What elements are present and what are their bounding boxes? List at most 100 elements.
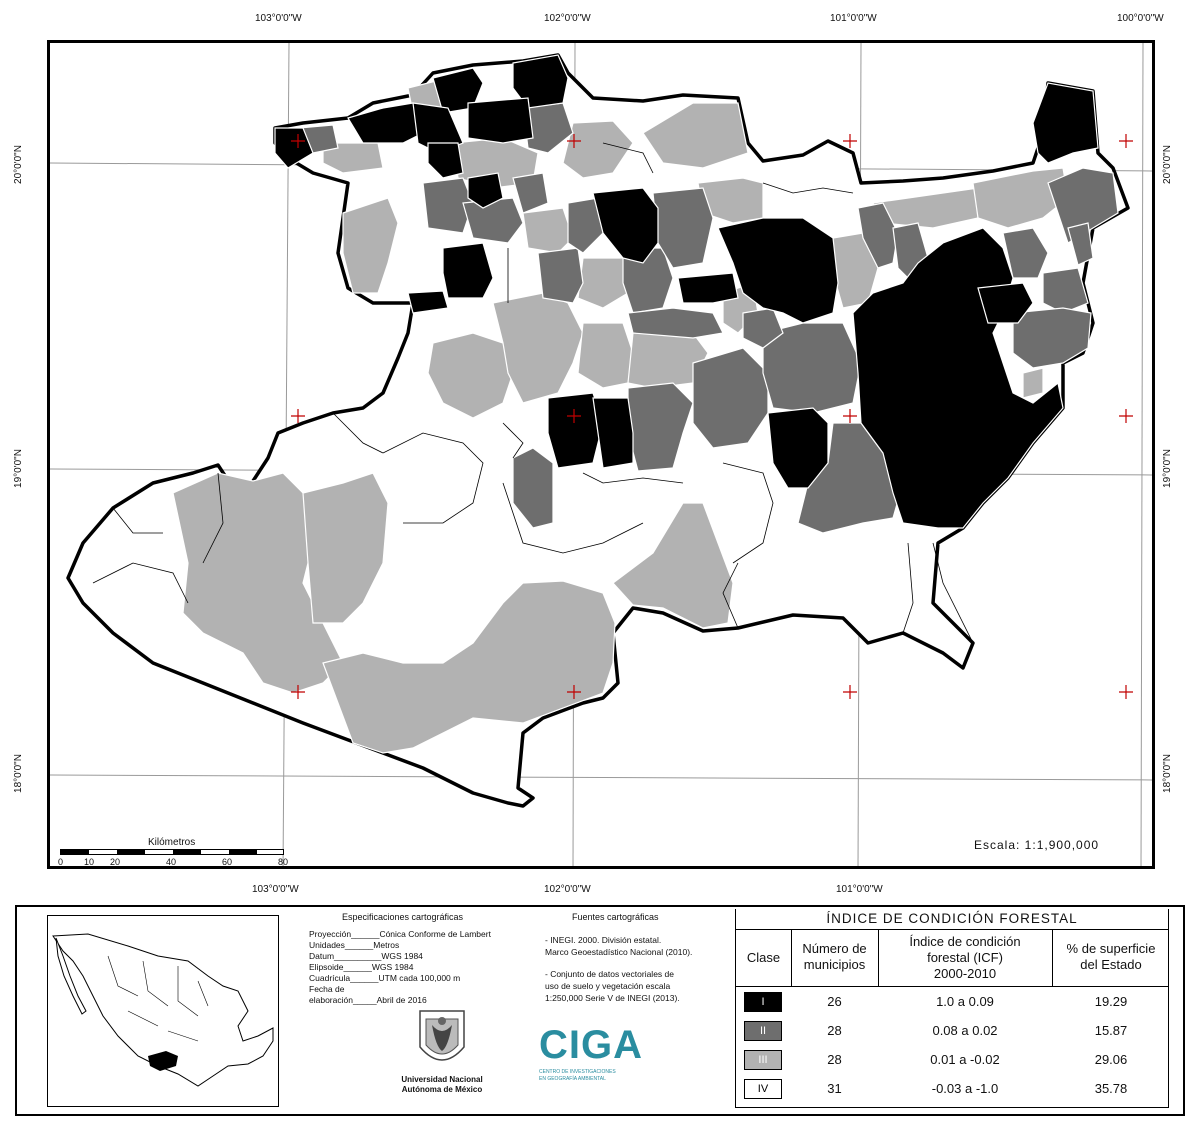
region-i-c1 [592,187,659,264]
legend-header-num: Número de municipios [802,941,867,972]
region-i-n6 [427,142,464,179]
legend-table: ÍNDICE DE CONDICIÓN FORESTAL Clase Númer… [735,909,1169,1108]
legend-num-iv: 31 [827,1081,842,1096]
region-i-e2 [977,282,1034,324]
ciga-sub2: EN GEOGRAFÍA AMBIENTAL [539,1076,606,1082]
coord-top-101: 101°0'0"W [830,13,877,24]
region-iii-c3 [577,322,634,389]
region-ii-c9 [567,197,604,254]
coord-right-19: 19°0'0"N [1161,449,1173,488]
unam-logo: Universidad Nacional Autónoma de México [397,1007,487,1107]
legend-icf-iii: 0.01 a -0.02 [930,1052,1000,1067]
legend-pct-iii: 29.06 [1094,1052,1128,1067]
map-frame: Kilómetros 0 10 20 40 60 80 Escala: 1:1,… [47,40,1155,869]
region-ii-e5 [1042,267,1089,314]
scalebar-tick-60: 60 [222,857,233,867]
legend-pct-ii: 15.87 [1094,1023,1128,1038]
region-i-c3 [592,397,634,469]
region-i-n1 [512,54,569,109]
legend-num-ii: 28 [827,1023,842,1038]
legend-num-i: 26 [827,994,842,1009]
coord-top-100: 100°0'0"W [1117,13,1164,24]
scalebar-bar [60,849,284,855]
source-line-2: Marco Geoestadístico Nacional (2010). [545,947,693,957]
inset-map [47,915,279,1107]
region-i-c4 [677,272,739,304]
scalebar-title: Kilómetros [148,837,196,848]
mexico-outline [52,933,274,1087]
region-iii-n2 [562,120,634,179]
region-ii-c5 [537,247,584,304]
legend-swatch-iii: III [744,1050,782,1070]
region-iii-nw [342,197,399,294]
region-i-c5 [717,217,839,324]
scalebar-tick-80: 80 [278,857,289,867]
source-line-4: - Conjunto de datos vectoriales de [545,969,674,979]
region-ii-e6 [1012,307,1092,369]
scalebar-tick-20: 20 [110,857,121,867]
region-iii-s [322,580,616,754]
legend-vline-3 [1052,929,1053,986]
region-ii-e7 [1067,222,1094,266]
spec-row-units: Unidades______Metros [309,940,400,950]
inset-map-svg [52,933,274,1087]
class-ii-regions [298,102,1119,534]
legend-pct-iv: 35.78 [1094,1081,1128,1096]
region-ii-c2 [692,347,769,449]
spec-row-grid: Cuadrícula______UTM cada 100,000 m [309,973,461,983]
region-ii-c4 [512,447,554,529]
region-iii-n3 [642,102,749,169]
region-ii-e4 [1047,167,1119,244]
sources-title: Fuentes cartográficas [572,912,659,922]
coord-left-18: 18°0'0"N [12,754,24,793]
legend-swatch-i: I [744,992,782,1012]
region-iii-c1 [427,332,514,419]
region-iii-c5 [522,207,574,254]
unam-seal-icon [419,1010,465,1061]
region-ii-e3 [1002,227,1049,279]
region-i-ne [1032,82,1099,164]
source-line-6: 1:250,000 Serie V de INEGI (2013). [545,993,680,1003]
legend-vline-1 [791,929,792,986]
coord-bottom-102: 102°0'0"W [544,884,591,895]
coord-top-102: 102°0'0"W [544,13,591,24]
legend-icf-i: 1.0 a 0.09 [936,994,994,1009]
region-i-nw [274,127,314,169]
scale-text: Escala: 1:1,900,000 [974,838,1100,852]
coord-top-103: 103°0'0"W [255,13,302,24]
region-i-n5 [467,97,534,144]
region-ii-c7 [627,307,724,339]
legend-swatch-iv: IV [744,1079,782,1099]
region-i-e-main [852,227,1064,529]
legend-header-clase: Clase [746,950,781,965]
coord-bottom-103: 103°0'0"W [252,884,299,895]
ciga-sub1: CENTRO DE INVESTIGACIONES [539,1069,616,1075]
coord-left-19: 19°0'0"N [12,449,24,488]
coord-right-20: 20°0'0"N [1161,145,1173,184]
scalebar-tick-10: 10 [84,857,95,867]
legend-rule-hdr [736,986,1168,987]
ciga-logo: CIGA CENTRO DE INVESTIGACIONES EN GEOGRA… [535,1025,645,1085]
specs-title: Especificaciones cartográficas [342,912,464,922]
region-iii-e4 [1022,367,1044,399]
region-ii-nw2 [462,197,524,244]
legend-header-pct: % de superficie del Estado [1066,941,1156,972]
region-ii-e1 [857,202,899,269]
coord-left-20: 20°0'0"N [12,145,24,184]
region-i-c2 [547,392,604,469]
unam-name-line1: Universidad Nacional [401,1075,483,1084]
legend-icf-ii: 0.08 a 0.02 [932,1023,998,1038]
region-i-w [442,242,494,299]
spec-row-date1: Fecha de [309,984,345,994]
region-iii-sw2 [302,472,389,624]
region-i-s [767,407,829,489]
spec-row-projection: Proyección______Cónica Conforme de Lambe… [309,929,491,939]
region-i-n7 [467,172,504,209]
scalebar-tick-40: 40 [166,857,177,867]
class-iii-regions [172,77,1069,754]
legend-pct-i: 19.29 [1094,994,1128,1009]
spec-row-datum: Datum__________WGS 1984 [309,951,423,961]
legend-vline-2 [878,929,879,986]
legend-icf-iv: -0.03 a -1.0 [931,1081,999,1096]
inset-state-borders [107,955,209,1042]
